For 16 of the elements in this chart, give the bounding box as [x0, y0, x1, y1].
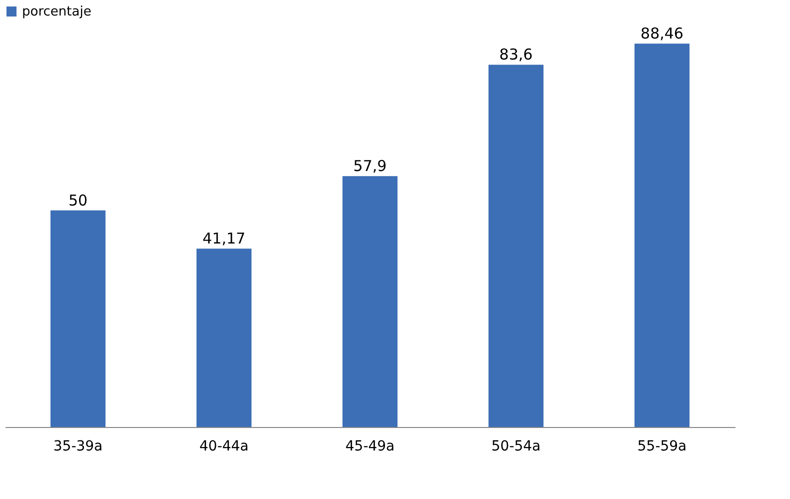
- data-label: 41,17: [202, 230, 246, 248]
- x-tick-label: 50-54a: [491, 438, 541, 454]
- x-tick-label: 45-49a: [345, 438, 395, 454]
- data-label: 57,9: [353, 157, 387, 176]
- data-label: 50: [68, 191, 88, 210]
- bar: [488, 64, 544, 427]
- bar: [342, 176, 398, 427]
- x-tick-label: 35-39a: [53, 438, 103, 454]
- data-label: 83,6: [499, 46, 533, 64]
- legend-label: porcentaje: [22, 4, 92, 20]
- bar: [196, 248, 252, 427]
- x-tick-label: 40-44a: [199, 438, 249, 454]
- x-tick-label: 55-59a: [637, 438, 687, 454]
- bar: [50, 210, 106, 427]
- data-label: 88,46: [640, 24, 684, 43]
- bar: [634, 44, 690, 427]
